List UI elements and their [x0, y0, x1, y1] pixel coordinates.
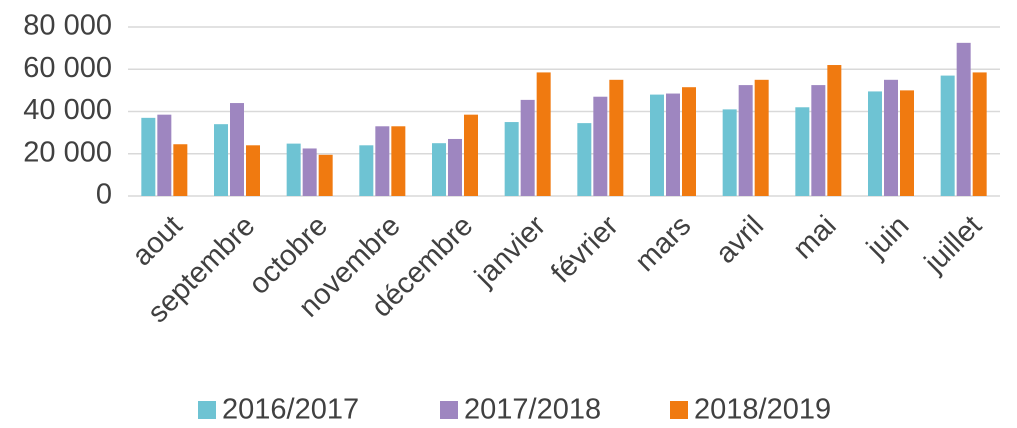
- bar: [432, 143, 446, 196]
- bar: [900, 90, 914, 196]
- bar: [536, 72, 551, 196]
- y-tick-label: 80 000: [23, 10, 112, 42]
- bar: [504, 122, 519, 196]
- x-tick-label: juillet: [918, 210, 988, 280]
- bar: [448, 138, 462, 196]
- bar: [972, 72, 987, 196]
- bar: [682, 87, 696, 196]
- bar: [811, 85, 826, 196]
- x-tick-label: mars: [629, 210, 697, 278]
- bar: [577, 123, 592, 196]
- bar: [464, 114, 478, 196]
- x-tick-label: mai: [787, 210, 843, 266]
- bar: [666, 93, 680, 196]
- bar: [827, 65, 842, 197]
- bar: [884, 79, 898, 196]
- bar: [246, 145, 260, 196]
- bar: [214, 124, 228, 196]
- x-tick-label: avril: [710, 210, 770, 270]
- bar: [230, 103, 244, 196]
- x-tick-label: aout: [126, 210, 189, 273]
- bar: [286, 143, 301, 196]
- bar: [754, 79, 769, 196]
- x-tick-label: juin: [860, 210, 915, 265]
- bar: [738, 85, 753, 196]
- x-tick-label: février: [545, 209, 625, 289]
- bar: [141, 117, 156, 196]
- legend-label: 2018/2019: [694, 394, 831, 426]
- bar: [391, 126, 406, 196]
- bar: [609, 79, 624, 196]
- legend-swatch: [670, 401, 688, 419]
- legend-label: 2016/2017: [222, 394, 359, 426]
- legend-label: 2017/2018: [464, 394, 601, 426]
- y-tick-label: 0: [96, 179, 112, 211]
- y-tick-label: 40 000: [23, 94, 112, 126]
- bar: [375, 126, 390, 196]
- bar: [302, 148, 317, 196]
- bar: [593, 96, 608, 196]
- bar: [359, 145, 374, 196]
- y-tick-label: 60 000: [23, 52, 112, 84]
- bar: [173, 144, 188, 196]
- y-tick-label: 20 000: [23, 136, 112, 168]
- bar: [318, 154, 333, 196]
- bar: [940, 75, 955, 196]
- bar: [520, 99, 535, 196]
- x-tick-label: janvier: [468, 210, 552, 294]
- bar: [795, 107, 810, 196]
- bar: [956, 42, 971, 196]
- legend-swatch: [440, 401, 458, 419]
- bar: [722, 109, 737, 196]
- bar: [650, 94, 664, 196]
- legend-swatch: [198, 401, 216, 419]
- bar: [868, 91, 882, 196]
- bar: [157, 114, 172, 196]
